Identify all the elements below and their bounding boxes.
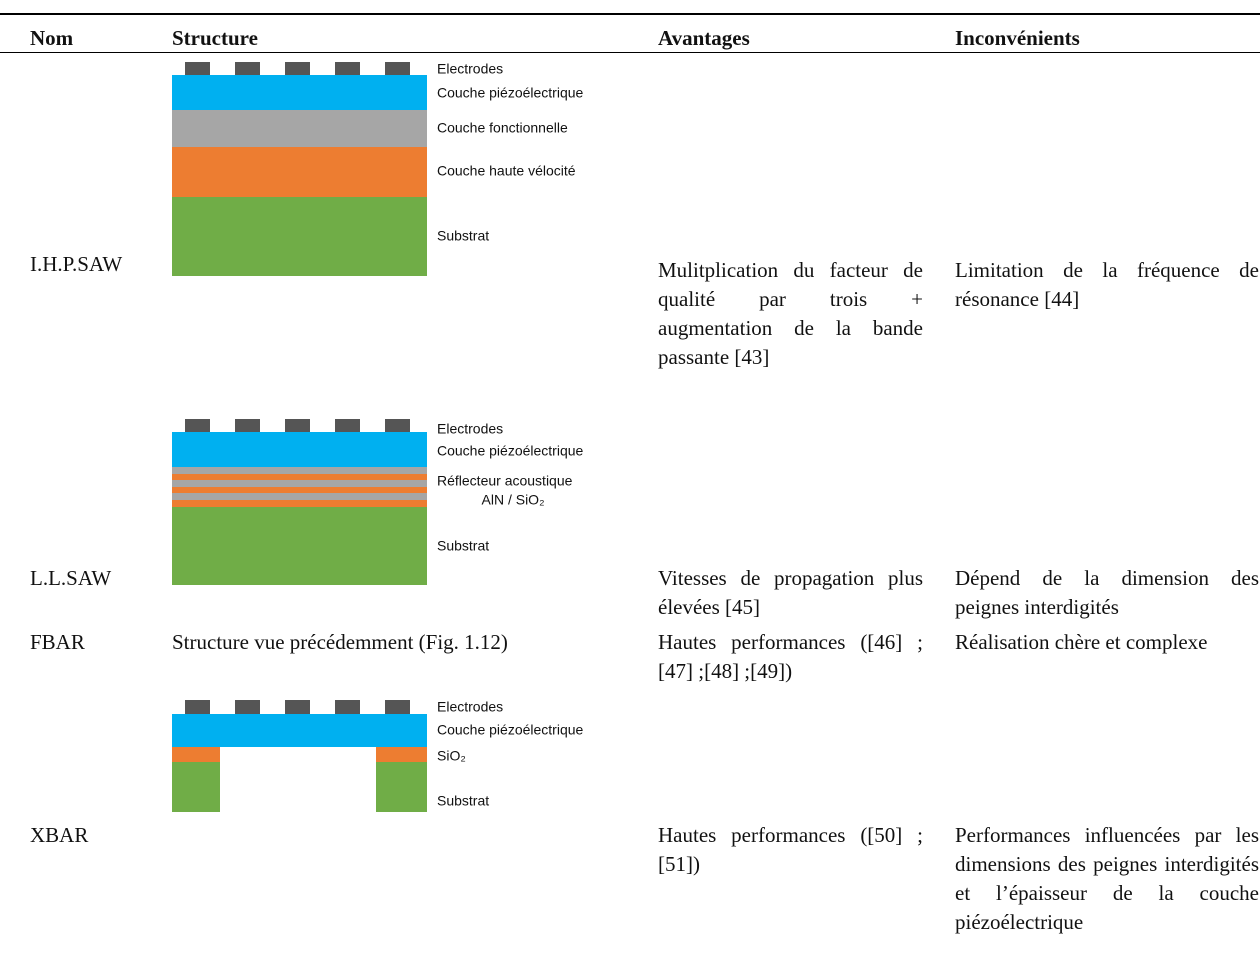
row-name: L.L.SAW (30, 566, 112, 590)
diagram-label: Substrat (437, 228, 489, 244)
header-cell: Avantages (658, 26, 750, 50)
diagram-ll-saw: Electrodes Couche piézoélectrique Réflec… (172, 419, 584, 585)
diagram-ihp-saw: Electrodes Couche piézoélectrique Couche… (172, 61, 584, 276)
diagram-label: Electrodes (437, 699, 503, 715)
row-name: I.H.P.SAW (30, 252, 123, 276)
diagram-label: SiO₂ (437, 748, 466, 764)
header-cell: Structure (172, 26, 258, 50)
advantages: Hautes performances ([50] ;[51]) (658, 823, 923, 876)
disadvantages: Réalisation chère et complexe (955, 630, 1208, 654)
diagram-label: Couche piézoélectrique (437, 85, 584, 101)
top-rule (0, 13, 1260, 15)
diagram-label: Substrat (437, 538, 489, 554)
diagram-label: Electrodes (437, 421, 503, 437)
structure-text: Structure vue précédemment (Fig. 1.12) (172, 630, 508, 654)
disadvantages: Dépend de la dimension des peignes inter… (955, 566, 1259, 619)
header-cell: Inconvénients (955, 26, 1080, 50)
advantages: Mulitplication du facteur de qualité par… (658, 258, 923, 369)
advantages: Vitesses de propagation plus élevées [45… (658, 566, 923, 619)
disadvantages: Limitation de la fréquence de résonance … (955, 258, 1259, 311)
diagram-label: Electrodes (437, 61, 503, 77)
disadvantages: Performances influencées par les dimensi… (955, 823, 1259, 934)
header-cell: Nom (30, 26, 74, 50)
diagram-xbar: Electrodes Couche piézoélectrique SiO₂ S… (172, 699, 584, 812)
diagram-label: AlN / SiO₂ (482, 492, 545, 508)
diagram-label: Couche piézoélectrique (437, 722, 584, 738)
row-name: FBAR (30, 630, 85, 654)
advantages: Hautes performances ([46] ;[47] ;[48] ;[… (658, 630, 923, 683)
diagram-label: Réflecteur acoustique (437, 473, 573, 489)
diagram-label: Couche haute vélocité (437, 163, 576, 179)
row-name: XBAR (30, 823, 89, 847)
diagram-label: Substrat (437, 793, 489, 809)
header-rule (0, 52, 1260, 53)
diagram-label: Couche piézoélectrique (437, 443, 584, 459)
diagram-label: Couche fonctionnelle (437, 120, 568, 136)
